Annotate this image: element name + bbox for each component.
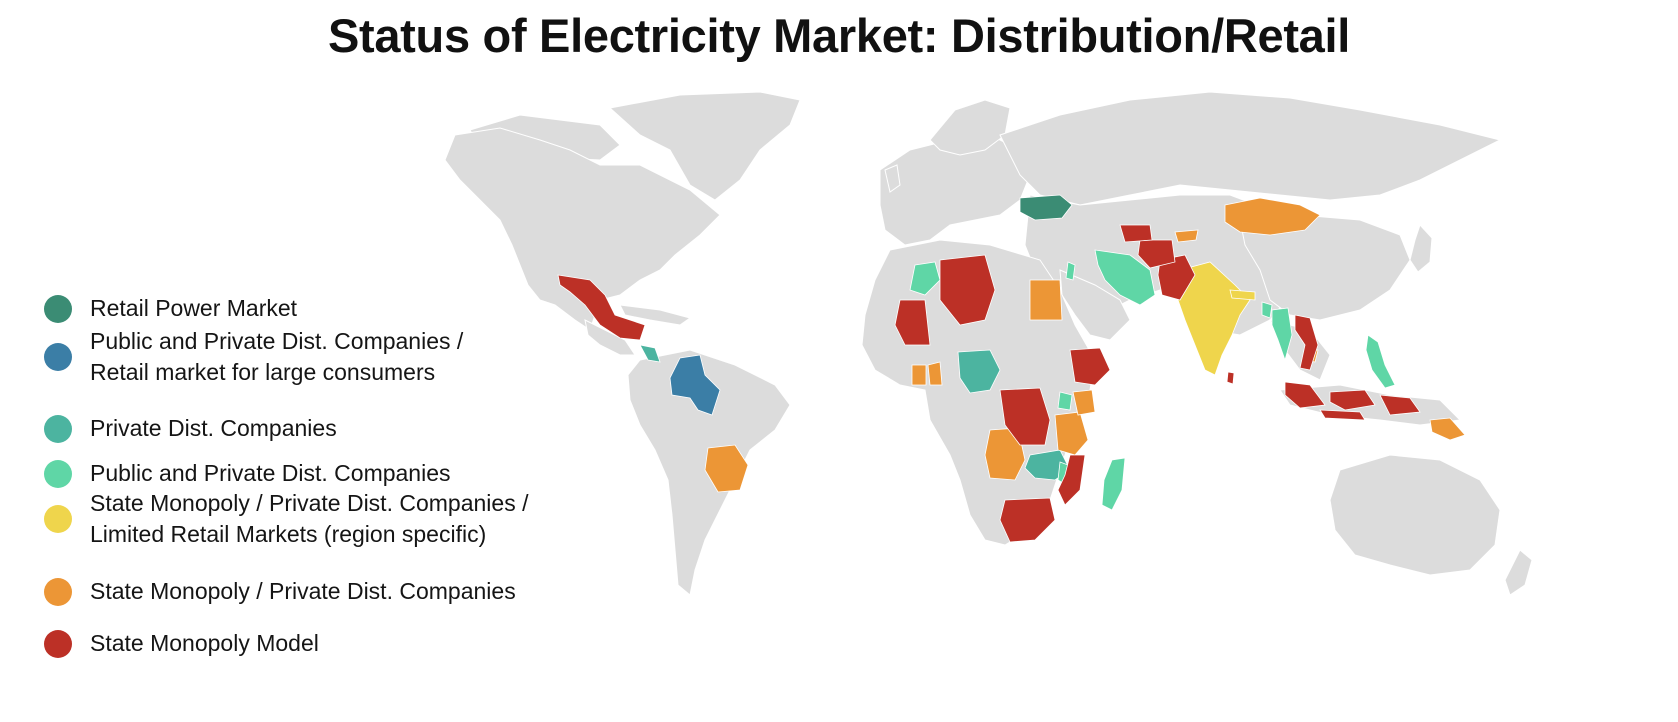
legend-label-line: Retail market for large consumers <box>90 359 436 385</box>
region-pakistan <box>1157 254 1196 301</box>
land-greenland <box>608 91 801 201</box>
legend-label: State Monopoly / Private Dist. Companies… <box>90 488 528 550</box>
region-nepal <box>1229 289 1256 301</box>
legend-swatch <box>44 459 72 488</box>
region-morocco <box>909 261 941 296</box>
region-turkmenistan <box>1119 224 1153 243</box>
land-caribbean <box>619 304 692 326</box>
legend-label: State Monopoly Model <box>90 628 319 659</box>
legend-item-public-private-large: Public and Private Dist. Companies / Reta… <box>44 326 463 388</box>
legend-label-line: Private Dist. Companies <box>90 415 337 441</box>
region-nigeria <box>957 349 1001 394</box>
region-philippines <box>1365 334 1396 389</box>
region-uganda <box>1057 391 1073 411</box>
legend-item-private-dist: Private Dist. Companies <box>44 413 337 444</box>
region-tanzania <box>1054 411 1089 456</box>
region-sri-lanka <box>1226 371 1235 385</box>
land-australia <box>1329 454 1501 576</box>
land-north-america <box>444 127 721 331</box>
legend-label: Public and Private Dist. Companies <box>90 458 451 489</box>
region-mongolia <box>1224 197 1321 236</box>
legend-swatch <box>44 505 72 533</box>
region-bangladesh <box>1261 301 1273 319</box>
region-jordan <box>1065 261 1076 281</box>
legend-swatch <box>44 343 72 371</box>
land-japan <box>1409 224 1433 273</box>
legend-item-state-private: State Monopoly / Private Dist. Companies <box>44 576 516 607</box>
highlighted-countries <box>557 194 1466 543</box>
page-title: Status of Electricity Market: Distributi… <box>327 9 1351 62</box>
land-arabia <box>1059 269 1131 341</box>
legend-swatch <box>44 294 72 323</box>
region-ukraine <box>1019 194 1073 221</box>
land-russia <box>999 91 1502 206</box>
legend-item-public-private-dist: Public and Private Dist. Companies <box>44 458 451 489</box>
region-indonesia <box>1284 381 1421 421</box>
region-bolivia <box>704 444 749 493</box>
legend-label: Public and Private Dist. Companies / Reta… <box>90 326 463 388</box>
region-costa-rica <box>639 344 661 363</box>
land-new-zealand <box>1504 549 1533 596</box>
region-ethiopia <box>1069 347 1111 386</box>
legend-label: Private Dist. Companies <box>90 413 337 444</box>
region-ghana <box>927 361 943 386</box>
region-dr-congo <box>999 387 1051 446</box>
region-mozambique <box>1057 454 1086 506</box>
region-cote-divoire <box>911 364 927 386</box>
legend-label-line: State Monopoly / Private Dist. Companies <box>90 578 516 604</box>
region-myanmar <box>1271 307 1293 362</box>
region-egypt <box>1029 279 1063 321</box>
region-iran <box>1094 249 1156 306</box>
legend-label: Retail Power Market <box>90 293 297 324</box>
legend-swatch <box>44 414 72 443</box>
region-colombia <box>669 354 721 416</box>
land-central-america <box>584 319 636 356</box>
region-afghanistan <box>1137 239 1176 269</box>
region-papua-new-guinea <box>1429 417 1466 441</box>
land-east-asia <box>1239 214 1411 321</box>
legend-item-state-monopoly: State Monopoly Model <box>44 628 319 659</box>
legend-label-line: Limited Retail Markets (region specific) <box>90 521 487 547</box>
region-algeria <box>939 254 996 326</box>
region-mauritania <box>894 299 931 346</box>
region-kyrgyzstan <box>1174 229 1199 243</box>
region-madagascar <box>1101 457 1126 511</box>
region-vietnam <box>1294 314 1319 371</box>
legend-label-line: Public and Private Dist. Companies / <box>90 328 464 354</box>
region-kenya <box>1072 389 1096 416</box>
legend-swatch <box>44 577 72 606</box>
legend-item-retail-power-market: Retail Power Market <box>44 293 297 324</box>
legend-label-line: State Monopoly Model <box>90 630 319 656</box>
legend-swatch <box>44 629 72 658</box>
legend-label-line: State Monopoly / Private Dist. Companies… <box>90 490 529 516</box>
region-mexico <box>557 274 646 341</box>
land-uk <box>884 164 901 193</box>
legend-label: State Monopoly / Private Dist. Companies <box>90 576 516 607</box>
legend-item-state-private-limited: State Monopoly / Private Dist. Companies… <box>44 488 528 550</box>
legend-label-line: Public and Private Dist. Companies <box>90 460 451 486</box>
region-south-africa <box>999 497 1056 543</box>
legend-label-line: Retail Power Market <box>90 295 298 321</box>
